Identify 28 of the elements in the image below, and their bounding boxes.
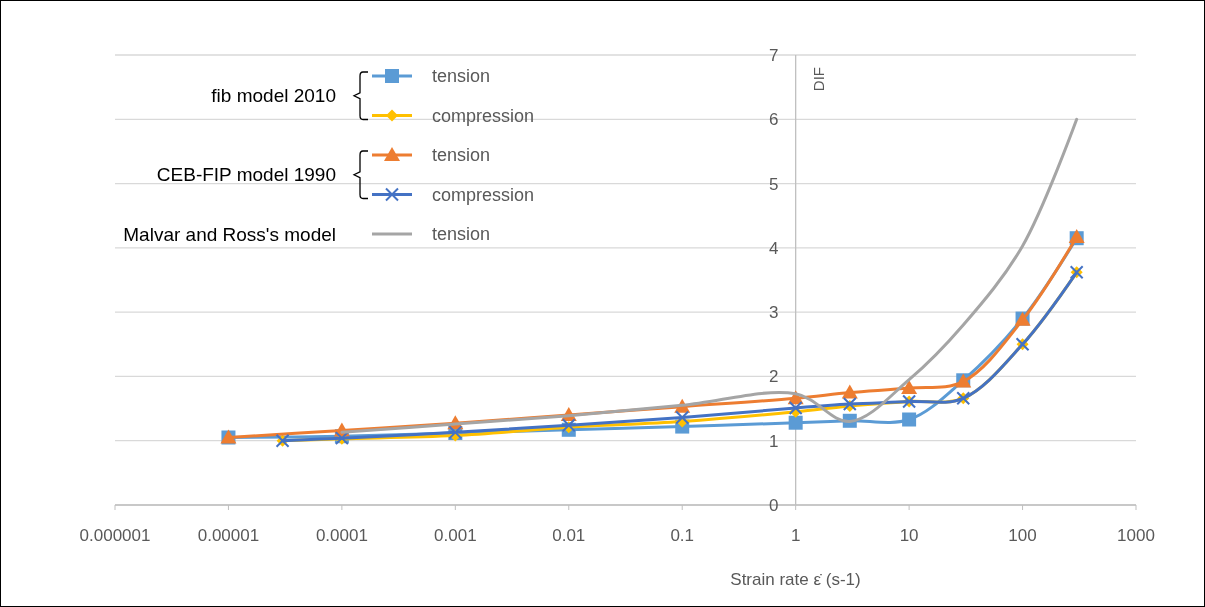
y-axis-title: DIF — [809, 67, 827, 92]
legend-label: compression — [432, 105, 535, 126]
legend-label: compression — [432, 184, 535, 205]
annotation: Malvar and Ross's model — [123, 223, 336, 245]
y-tick-label: 1 — [768, 431, 779, 451]
x-tick-label: 0.1 — [670, 526, 695, 545]
y-tick-label: 6 — [768, 110, 779, 130]
legend-label: tension — [432, 66, 491, 87]
annotation: fib model 2010 — [211, 85, 336, 107]
x-axis-title: Strain rate ε̇ (s-1) — [730, 570, 861, 589]
x-tick-label: 100 — [1008, 526, 1037, 545]
y-tick-label: 0 — [768, 495, 779, 515]
x-tick-label: 0.000001 — [79, 526, 151, 545]
y-tick-label: 4 — [768, 238, 779, 258]
y-tick-label: 2 — [768, 367, 779, 387]
x-tick-label: 10 — [899, 526, 919, 545]
y-tick-label: 3 — [768, 303, 779, 323]
y-tick-label: 5 — [768, 174, 779, 194]
x-tick-label: 0.00001 — [197, 526, 260, 545]
y-tick-label: 7 — [768, 45, 779, 65]
x-tick-label: 0.001 — [434, 526, 477, 545]
x-tick-label: 1000 — [1117, 526, 1155, 545]
x-tick-label: 0.01 — [552, 526, 586, 545]
x-tick-label: 0.0001 — [315, 526, 368, 545]
x-tick-label: 1 — [790, 526, 801, 545]
annotation: CEB-FIP model 1990 — [156, 164, 336, 186]
legend-label: tension — [432, 145, 491, 166]
legend-label: tension — [432, 224, 491, 245]
